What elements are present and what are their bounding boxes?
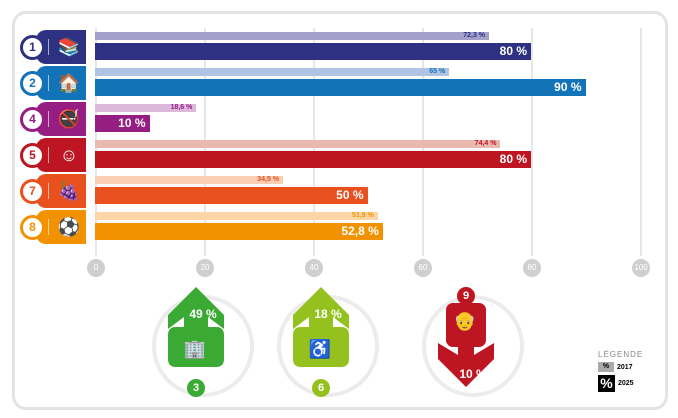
bar-2025: 90 % [95,79,586,96]
bar-2017-label: 65 % [429,68,446,75]
legend-2025-swatch: % [598,375,615,392]
legend-2025-label: 2025 [618,380,634,387]
legend-2017-label: 2017 [617,363,633,371]
smiley-icon: ☺ [59,145,79,165]
bar-2025-label: 90 % [554,80,582,94]
bar-2017-label: 34,5 % [257,176,280,183]
soccer-player-icon: ⚽ [57,217,81,237]
up-arrow-icon [168,287,224,367]
house-disabled-elderly-icon: ♿ [308,339,332,359]
indicator-number: 6 [312,379,330,397]
x-tick-label: 40 [305,259,323,277]
badge-separator [48,75,49,91]
indicator-number: 3 [187,379,205,397]
bar-2017-label: 51,9 % [352,212,374,219]
category-badge: 7 🍇 [20,174,86,208]
x-tick-label: 20 [196,259,214,277]
bar-2017: 18,6 % [95,104,197,112]
category-badge: 5 ☺ [20,138,86,172]
books-apple-icon: 📚 [57,37,81,57]
legend: LÉGENDE % 2017 % 2025 [598,350,643,392]
no-smoking-icon: 🚭 [57,109,81,129]
badge-separator [48,39,49,55]
indicator-value: 18 % [314,307,342,321]
category-number: 7 [20,179,45,204]
bar-2017: 72,3 % [95,32,490,40]
badge-separator [48,183,49,199]
bar-2017-label: 72,3 % [463,32,486,39]
down-arrow-icon [438,303,494,387]
bar-2017: 74,4 % [95,140,501,148]
x-tick-label: 0 [87,259,105,277]
badge-separator [48,147,49,163]
category-badge: 2 🏠 [20,66,86,100]
x-tick-label: 80 [523,259,541,277]
indicator-number: 9 [457,287,475,305]
badge-separator [48,219,49,235]
bar-2017: 34,5 % [95,176,284,184]
legend-2017-swatch: % [598,362,614,372]
indicator-9: 10 % 👴 9 [422,287,524,397]
bar-2025-label: 80 % [499,44,527,58]
indicator-6: 18 % ♿ 6 [277,287,379,397]
bar-2025-label: 50 % [336,188,364,202]
bar-2025: 50 % [95,187,368,204]
x-tick-label: 60 [414,259,432,277]
bar-2025-label: 10 % [118,116,146,130]
bar-2025: 52,8 % [95,223,383,240]
category-badge: 8 ⚽ [20,210,86,244]
bar-2017-label: 74,4 % [474,140,497,147]
gridline [531,28,533,256]
bar-2017: 65 % [95,68,450,76]
bar-2017-label: 18,6 % [170,104,193,111]
house-tree-icon: 🏠 [57,73,81,93]
bar-2025: 80 % [95,151,531,168]
category-number: 8 [20,215,45,240]
bar-2025: 80 % [95,43,531,60]
indicator-3: 49 % 🏢 3 [152,287,254,397]
indicator-value: 49 % [189,307,217,321]
up-arrow-icon [293,287,349,367]
category-number: 1 [20,35,45,60]
bar-2017: 51,9 % [95,212,378,220]
bar-2025-label: 52,8 % [341,224,379,238]
buildings-icon: 🏢 [183,339,207,359]
bar-2025: 10 % [95,115,150,132]
legend-title: LÉGENDE [598,350,644,359]
vegetables-fruit-icon: 🍇 [57,181,81,201]
category-badge: 4 🚭 [20,102,86,136]
bar-2025-label: 80 % [499,152,527,166]
category-number: 4 [20,107,45,132]
category-number: 2 [20,71,45,96]
badge-separator [48,111,49,127]
indicator-value: 10 % [459,367,487,381]
category-number: 5 [20,143,45,168]
category-badge: 1 📚 [20,30,86,64]
elderly-person-icon: 👴 [453,311,477,331]
infographic-frame [12,11,668,410]
x-tick-label: 100 [632,259,650,277]
gridline [640,28,642,256]
